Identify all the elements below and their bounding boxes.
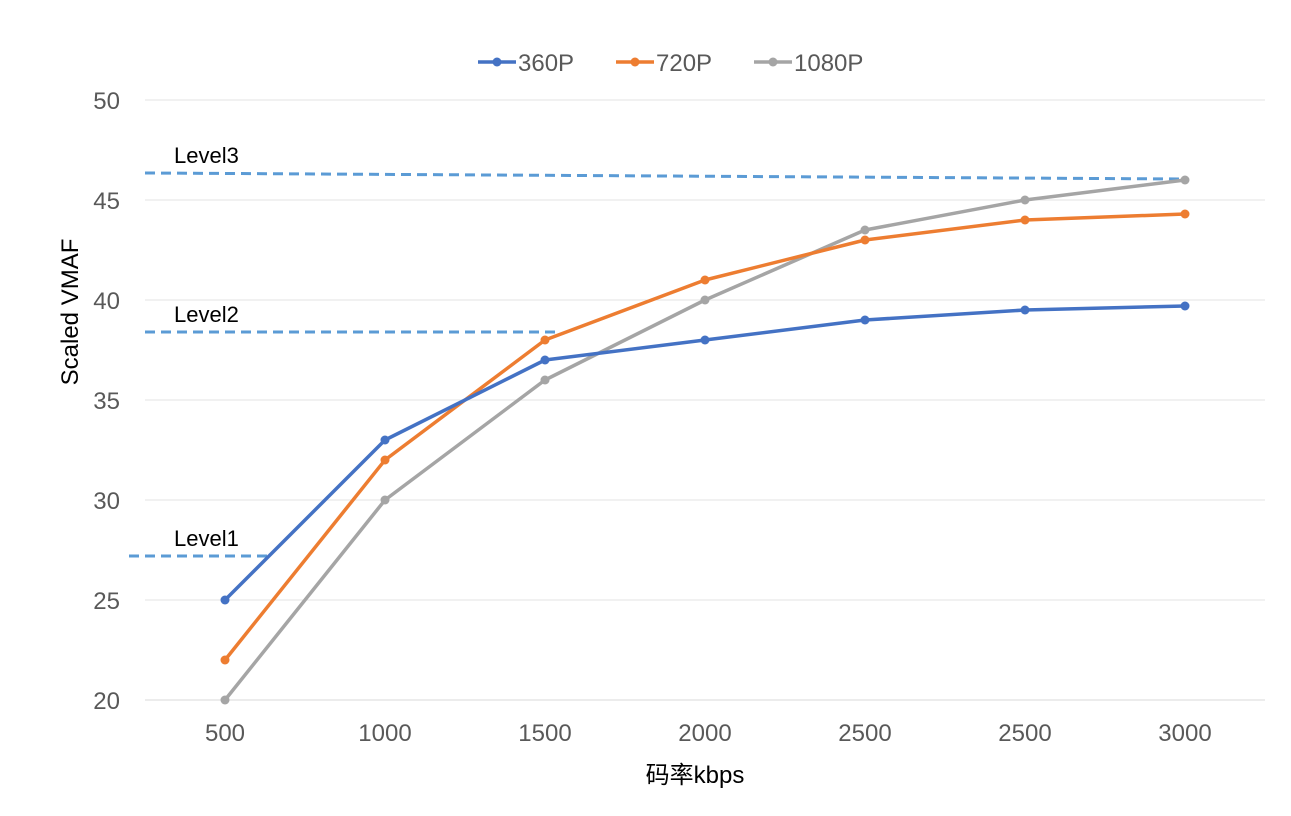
data-point [700,335,710,345]
series-line [223,178,1187,702]
reference-line-label: Level1 [174,526,239,551]
x-tick-labels: 500 1000 1500 2000 2500 2500 3000 [205,720,1212,747]
data-point [860,315,870,325]
data-point [1180,209,1190,219]
data-point [380,435,390,445]
y-tick-label: 45 [93,188,120,215]
data-point [1180,175,1190,185]
legend-label: 360P [518,50,574,77]
data-point [540,375,550,385]
x-tick-label: 3000 [1158,720,1211,747]
reference-line-label: Level3 [174,143,239,168]
data-point [380,495,390,505]
y-tick-label: 35 [93,388,120,415]
legend-label: 1080P [794,50,863,77]
reference-line [144,171,1186,181]
x-tick-label: 2000 [678,720,731,747]
data-point [1020,305,1030,315]
data-point [700,275,710,285]
data-point [540,335,550,345]
data-point [860,235,870,245]
y-tick-label: 40 [93,288,120,315]
y-tick-labels: 20 25 30 35 40 45 50 [93,88,120,715]
data-point [220,695,230,705]
y-tick-label: 50 [93,88,120,115]
data-point [220,655,230,665]
y-tick-label: 30 [93,488,120,515]
x-tick-label: 2500 [838,720,891,747]
data-point [1020,215,1030,225]
x-tick-label: 2500 [998,720,1051,747]
data-point [220,595,230,605]
series-line [223,304,1187,602]
legend: 360P 720P 1080P [478,50,863,77]
reference-line-label: Level2 [174,302,239,327]
reference-lines: Level3 Level2 Level1 [129,143,1186,558]
data-point [860,225,870,235]
y-tick-label: 20 [93,688,120,715]
x-tick-label: 500 [205,720,245,747]
legend-label: 720P [656,50,712,77]
legend-marker [630,57,640,67]
y-axis-title: Scaled VMAF [57,239,84,386]
x-axis-title: 码率kbps [646,762,745,789]
legend-marker [768,57,778,67]
x-tick-label: 1000 [358,720,411,747]
legend-marker [492,57,502,67]
data-point [380,455,390,465]
data-point [540,355,550,365]
data-point [1020,195,1030,205]
data-point [1180,301,1190,311]
y-tick-label: 25 [93,588,120,615]
series-lines [220,175,1190,705]
data-point [700,295,710,305]
x-tick-label: 1500 [518,720,571,747]
